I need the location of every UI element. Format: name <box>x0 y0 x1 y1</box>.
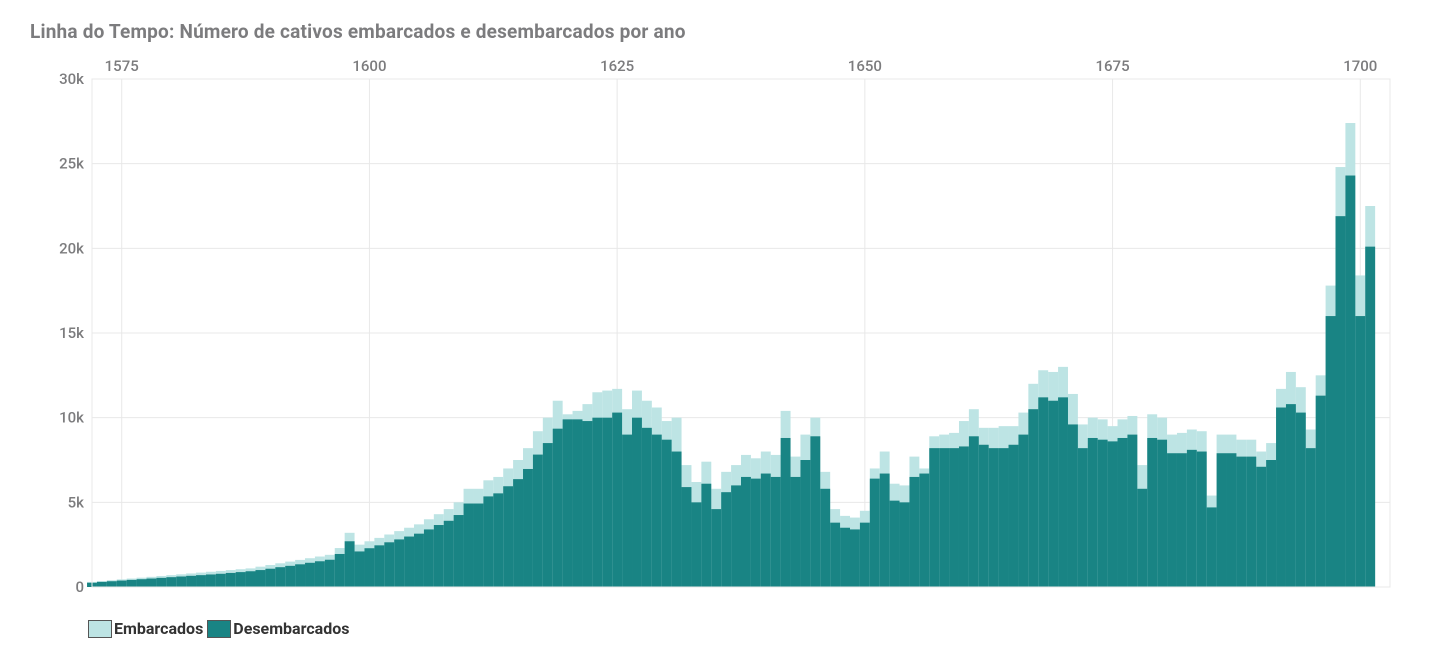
chart-area: 0 5k 10k 15k 20k 25k 30k 1575 1600 1625 1650 1675 17… <box>30 49 1410 609</box>
chart-wrapper: Linha do Tempo: Número de cativos embarc… <box>0 0 1440 671</box>
legend-item-desembarcados: Desembarcados <box>207 619 349 638</box>
timeline-chart-svg[interactable]: 0 5k 10k 15k 20k 25k 30k 1575 1600 1625 1650 1675 17… <box>30 49 1410 609</box>
legend: Embarcados Desembarcados <box>88 619 1410 638</box>
svg-text:20k: 20k <box>59 239 84 257</box>
svg-text:30k: 30k <box>59 70 84 88</box>
svg-text:25k: 25k <box>59 155 84 173</box>
svg-text:5k: 5k <box>68 493 85 511</box>
svg-text:0: 0 <box>75 578 84 596</box>
legend-swatch-embarcados <box>88 620 112 638</box>
chart-title: Linha do Tempo: Número de cativos embarc… <box>30 20 1410 43</box>
legend-label-desembarcados: Desembarcados <box>233 619 349 638</box>
svg-text:1625: 1625 <box>600 57 634 75</box>
legend-swatch-desembarcados <box>207 620 231 638</box>
svg-text:1575: 1575 <box>105 57 139 75</box>
svg-text:1675: 1675 <box>1096 57 1130 75</box>
svg-text:1650: 1650 <box>848 57 882 75</box>
legend-label-embarcados: Embarcados <box>114 619 203 638</box>
svg-text:10k: 10k <box>59 409 84 427</box>
svg-text:1600: 1600 <box>352 57 386 75</box>
svg-text:15k: 15k <box>59 324 84 342</box>
svg-text:1700: 1700 <box>1343 57 1377 75</box>
legend-item-embarcados: Embarcados <box>88 619 203 638</box>
